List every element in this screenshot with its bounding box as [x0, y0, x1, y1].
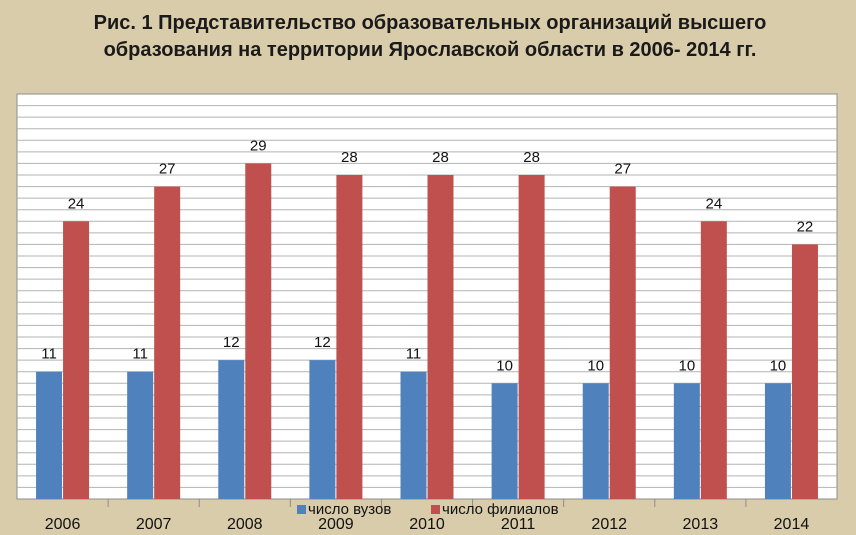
- data-label: 28: [523, 149, 540, 166]
- data-label: 24: [68, 195, 85, 212]
- chart-title: Рис. 1 Представительство образовательных…: [93, 12, 767, 61]
- data-label: 10: [678, 357, 695, 374]
- data-label: 11: [406, 346, 422, 363]
- x-tick-label: 2011: [501, 516, 536, 533]
- data-label: 10: [770, 357, 787, 374]
- data-label: 10: [587, 357, 604, 374]
- data-label: 10: [496, 357, 513, 374]
- bars: [36, 163, 818, 500]
- data-label: 29: [250, 137, 267, 154]
- bar-branches-2007: [154, 186, 181, 500]
- legend-swatch: [431, 505, 440, 514]
- bar-branches-2012: [609, 186, 636, 500]
- plot-area: [16, 93, 838, 500]
- x-tick-label: 2013: [683, 516, 719, 533]
- x-tick-label: 2007: [136, 516, 172, 533]
- bar-universities-2010: [400, 371, 427, 499]
- legend-label: число филиалов: [442, 501, 559, 518]
- legend: число вузов число филиалов: [297, 501, 559, 518]
- data-label: 28: [432, 149, 449, 166]
- data-label: 11: [132, 346, 148, 363]
- bar-branches-2010: [427, 175, 454, 499]
- bar-universities-2008: [218, 360, 245, 499]
- data-label: 12: [223, 334, 240, 351]
- bar-branches-2006: [63, 221, 90, 500]
- bar-branches-2009: [336, 175, 363, 499]
- data-label: 11: [41, 346, 57, 363]
- x-tick-label: 2008: [227, 516, 263, 533]
- x-tick-label: 2012: [591, 516, 627, 533]
- x-tick-label: 2006: [45, 516, 81, 533]
- bar-universities-2011: [491, 383, 518, 499]
- bar-branches-2011: [518, 175, 545, 499]
- bar-branches-2013: [700, 221, 727, 500]
- data-label: 27: [614, 161, 631, 178]
- data-label: 27: [159, 161, 176, 178]
- x-tick-label: 2009: [318, 516, 354, 533]
- bar-universities-2014: [764, 383, 791, 499]
- bar-universities-2013: [673, 383, 700, 499]
- data-label: 28: [341, 149, 358, 166]
- legend-swatch: [297, 505, 306, 514]
- legend-label: число вузов: [308, 501, 391, 518]
- bar-universities-2009: [309, 360, 336, 499]
- bar-universities-2007: [127, 371, 154, 499]
- bar-branches-2014: [791, 244, 818, 499]
- bar-universities-2012: [582, 383, 609, 499]
- bar-universities-2006: [36, 371, 63, 499]
- data-label: 22: [797, 218, 814, 235]
- x-tick-label: 2014: [774, 516, 810, 533]
- data-label: 24: [705, 195, 722, 212]
- bar-branches-2008: [245, 163, 272, 499]
- data-labels: 11 24 11 27 12 29 12 28 11 28 10 28 10 27 10 24 10 22: [41, 137, 813, 374]
- gridlines: [17, 105, 837, 488]
- x-axis-ticks: 2006 2007 2008 2009 2010 2011 2012 2013 2014: [45, 499, 810, 533]
- data-label: 12: [314, 334, 331, 351]
- x-tick-label: 2010: [409, 516, 445, 533]
